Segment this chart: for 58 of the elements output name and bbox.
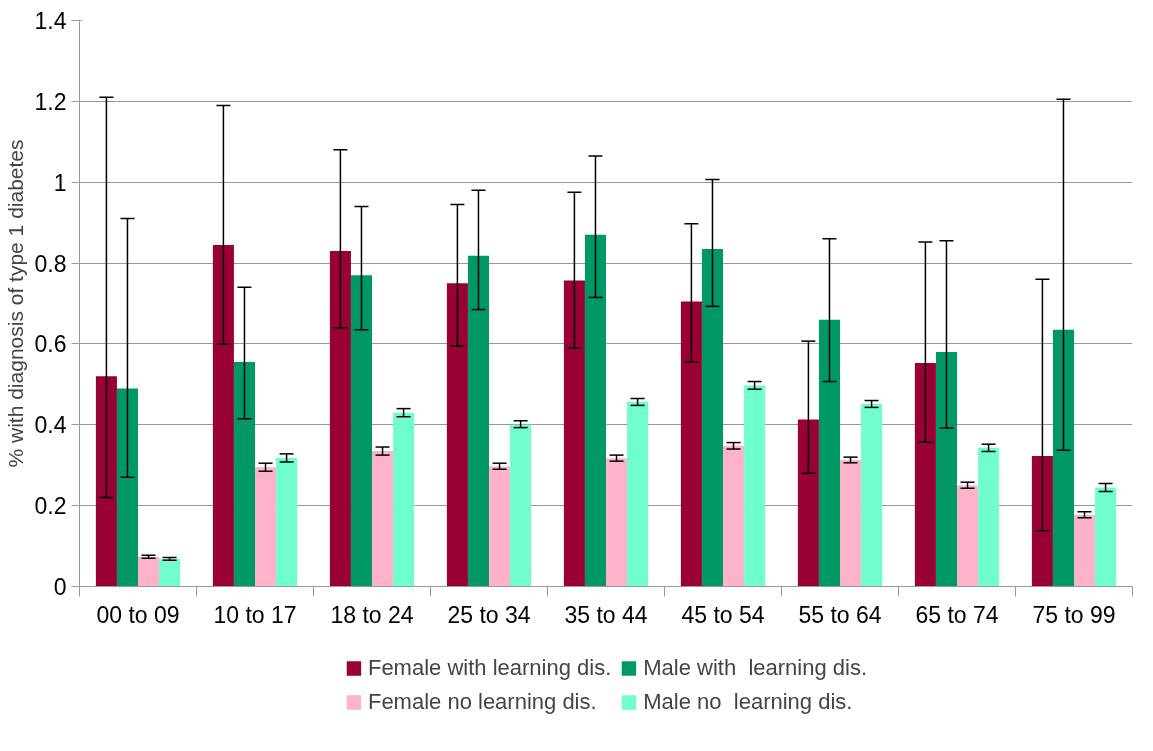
bar <box>446 283 468 587</box>
bar <box>1095 487 1117 587</box>
bar <box>840 459 862 587</box>
bar <box>1052 329 1074 587</box>
y-tick-label: 0 <box>53 574 67 600</box>
x-tick-label: 18 to 24 <box>330 601 414 628</box>
bar <box>701 248 723 587</box>
bar <box>627 401 649 587</box>
x-tick-label: 45 to 54 <box>681 601 765 628</box>
bar <box>914 362 936 587</box>
bar <box>95 376 117 587</box>
bar <box>957 485 979 587</box>
bar <box>159 559 181 587</box>
bar <box>1074 514 1096 587</box>
bar <box>276 457 298 587</box>
bar <box>797 419 819 587</box>
y-tick-label: 0.6 <box>34 331 67 358</box>
x-tick-label: 35 to 44 <box>564 601 648 628</box>
legend-label: Female no learning dis. <box>367 689 597 715</box>
bar <box>563 280 585 587</box>
x-tick-label: 25 to 34 <box>447 601 531 628</box>
y-tick-label: 0.4 <box>34 412 67 439</box>
bar <box>393 412 415 587</box>
bar <box>606 458 628 587</box>
bar <box>935 352 957 587</box>
bar <box>861 403 883 587</box>
y-tick-label: 1.2 <box>34 88 67 115</box>
bar <box>233 362 255 587</box>
y-tick-label: 1.4 <box>34 8 67 34</box>
x-tick-label: 10 to 17 <box>213 601 297 628</box>
x-tick-label: 75 to 99 <box>1032 601 1116 628</box>
bar <box>329 250 351 587</box>
bar <box>350 275 372 587</box>
bar <box>744 385 766 587</box>
x-tick-label: 00 to 09 <box>96 601 180 628</box>
bar <box>510 424 532 587</box>
bar <box>818 319 840 587</box>
bar <box>372 451 394 587</box>
legend-label: Female with learning dis. <box>367 655 612 681</box>
y-axis-title: % with diagnosis of type 1 diabetes <box>3 139 27 468</box>
bar <box>116 388 138 587</box>
bar <box>255 467 277 587</box>
legend-label: Male with learning dis. <box>643 655 868 681</box>
bar <box>212 244 234 587</box>
bar <box>680 301 702 587</box>
bar <box>467 255 489 587</box>
bar <box>978 447 1000 587</box>
bar <box>584 234 606 587</box>
y-tick-label: 0.8 <box>34 250 67 277</box>
bar <box>138 556 160 587</box>
bar <box>723 445 745 587</box>
bar <box>1031 455 1053 587</box>
x-tick-label: 65 to 74 <box>915 601 999 628</box>
legend-label: Male no learning dis. <box>643 689 853 715</box>
y-tick-label: 0.2 <box>34 493 67 520</box>
x-tick-label: 55 to 64 <box>798 601 882 628</box>
bar <box>489 466 511 587</box>
y-tick-label: 1 <box>53 169 67 196</box>
